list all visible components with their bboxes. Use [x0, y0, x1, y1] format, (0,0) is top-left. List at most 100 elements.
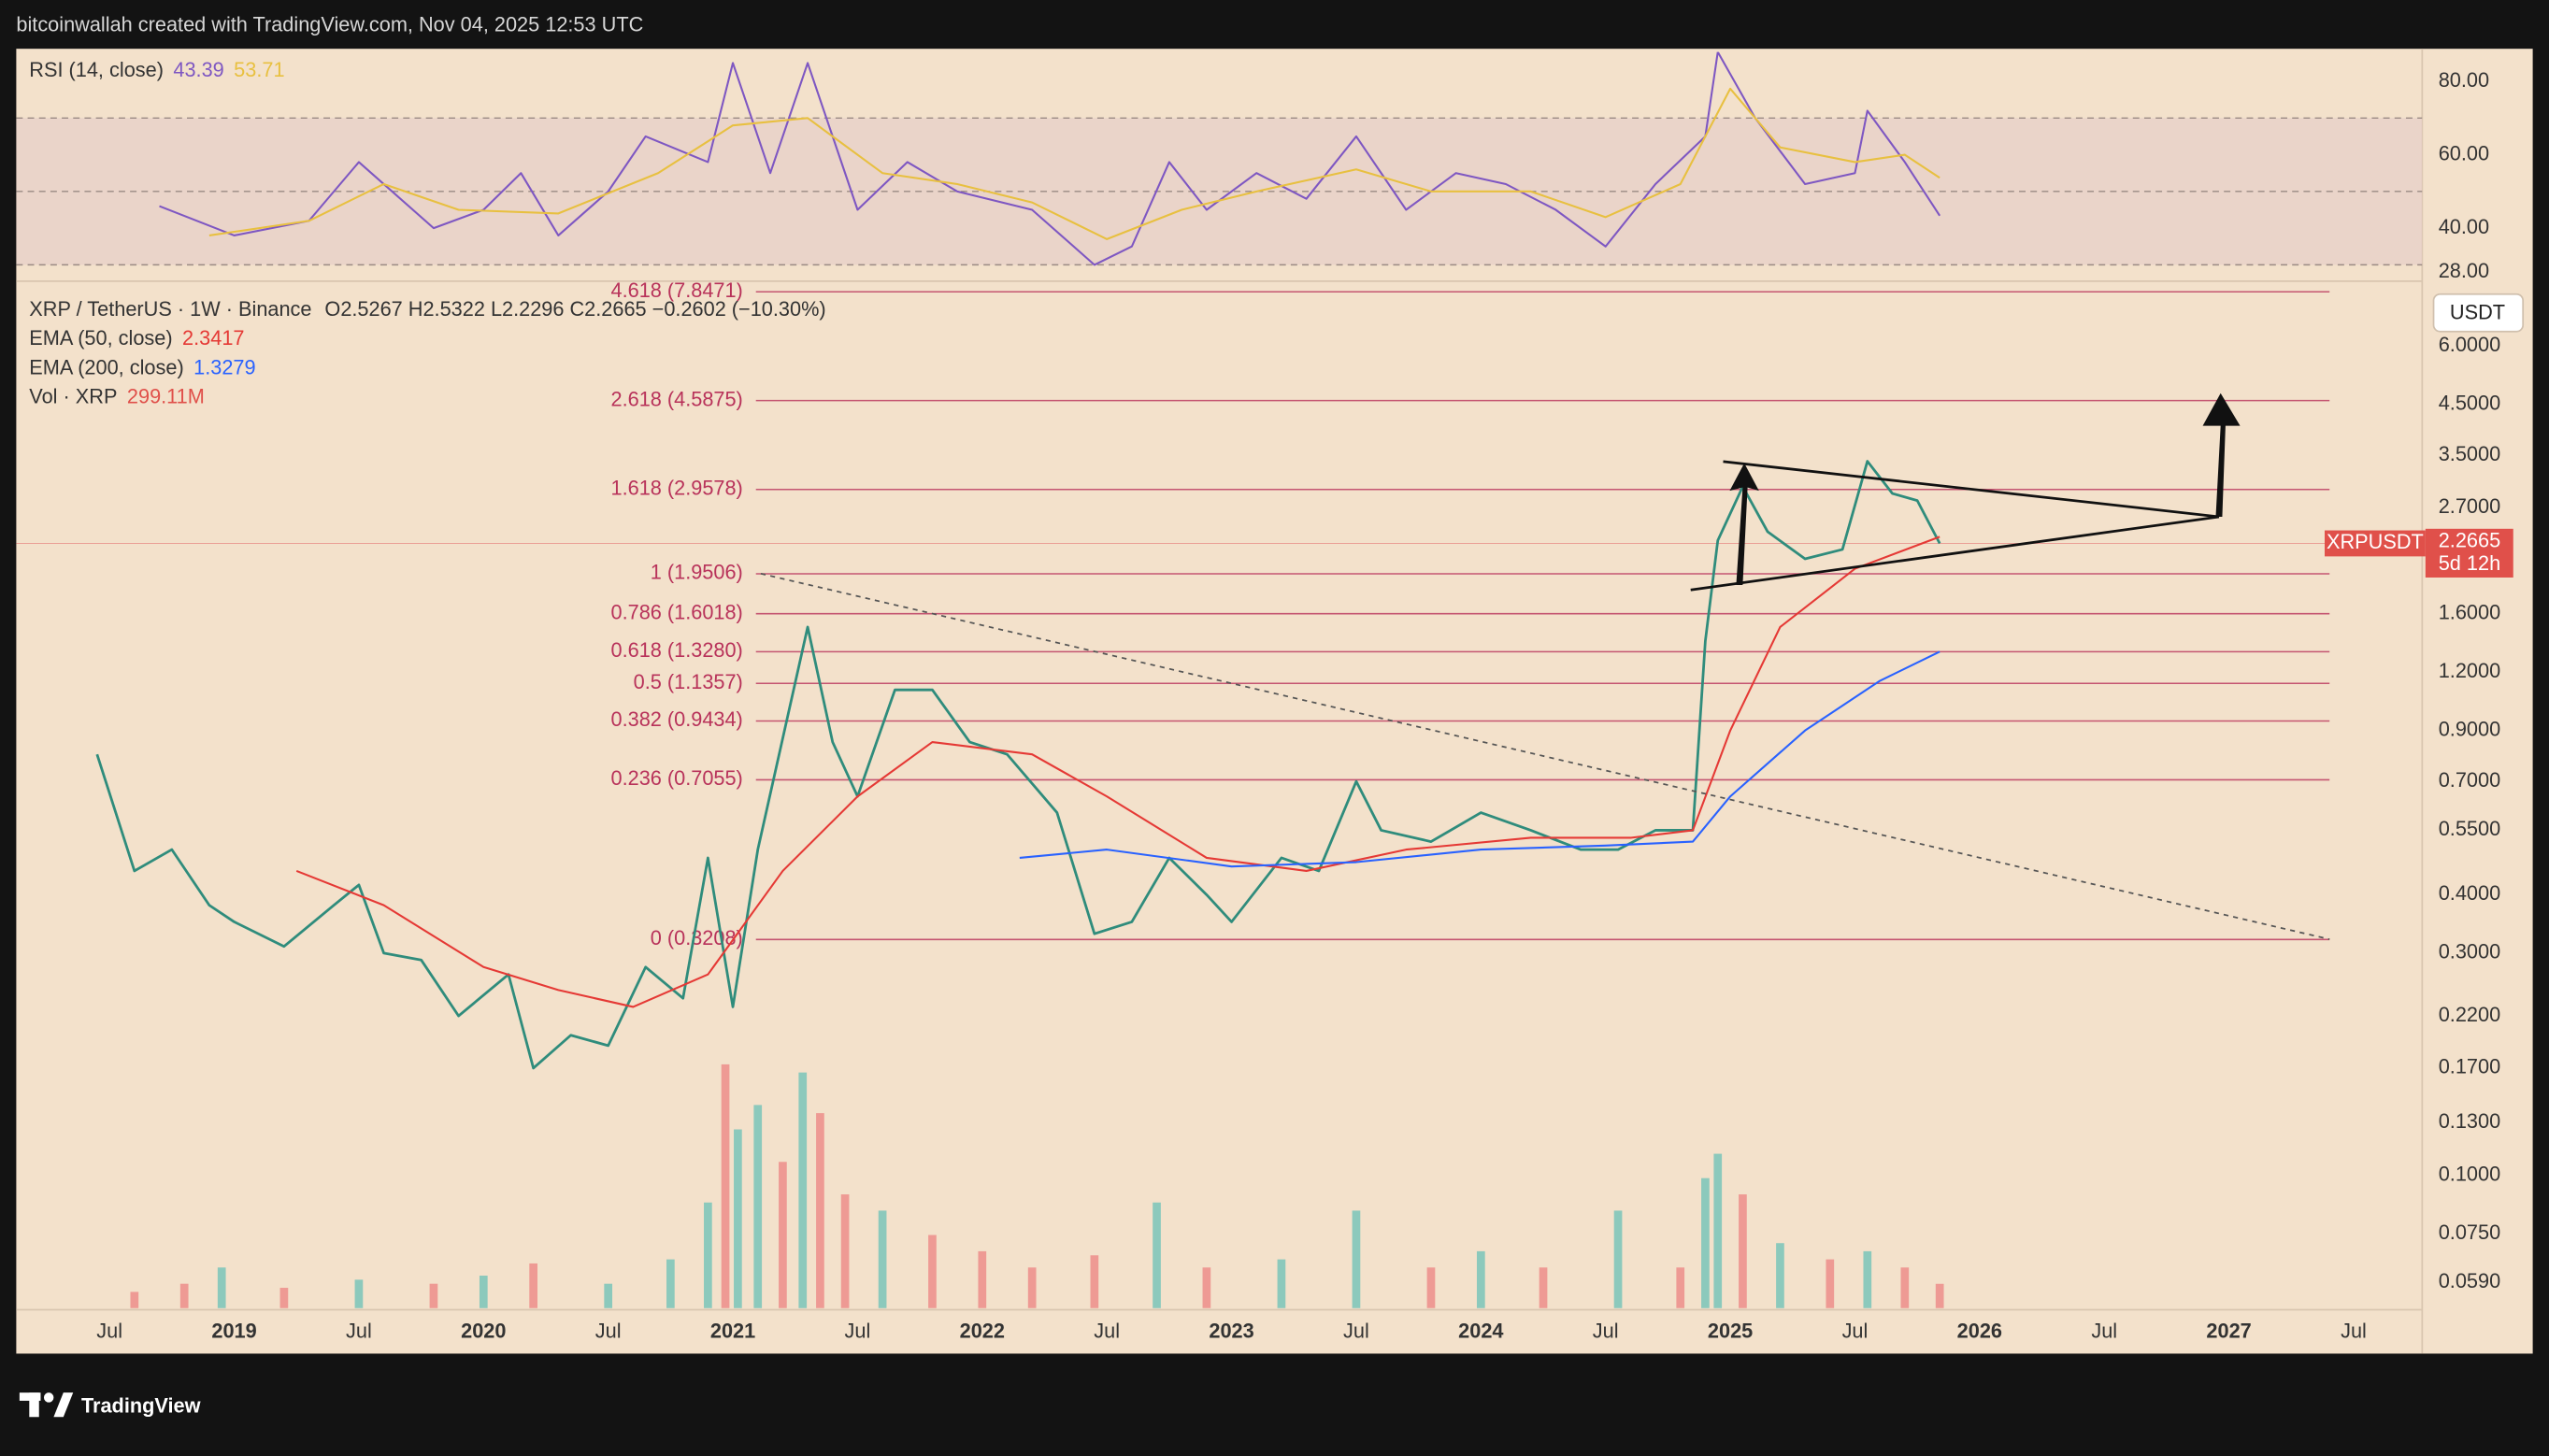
y-tick-label: 0.0590	[2439, 1269, 2500, 1292]
volume-bar	[798, 1072, 808, 1308]
fib-label: 0.382 (0.9434)	[611, 707, 743, 731]
price-tag-value: 2.2665	[2439, 528, 2500, 551]
symbol-tag-text: XRPUSDT	[2327, 530, 2424, 553]
series-line	[208, 87, 1940, 240]
price-pane: 4.618 (7.8471) 2.618 (4.5875) 1.618 (2.957…	[16, 278, 2423, 1308]
series-line	[1019, 650, 1940, 868]
volume-bar	[1739, 1194, 1747, 1308]
volume-bar	[354, 1279, 364, 1308]
fib-label: 0 (0.3208)	[651, 926, 743, 949]
volume-bar	[721, 1063, 730, 1308]
x-tick-label: 2026	[1957, 1320, 2002, 1343]
x-tick-label: Jul	[1094, 1320, 1120, 1343]
x-tick-label: Jul	[1842, 1320, 1869, 1343]
volume-bar	[1776, 1243, 1784, 1308]
x-tick-label: Jul	[845, 1320, 871, 1343]
volume-bar	[279, 1288, 289, 1308]
logo-mark	[43, 1392, 54, 1403]
y-tick-label: 0.1700	[2439, 1055, 2500, 1078]
volume-bar	[1027, 1267, 1037, 1308]
volume-bar	[1613, 1210, 1623, 1308]
volume-bar	[130, 1292, 139, 1308]
fib-label: 0.618 (1.3280)	[611, 638, 743, 662]
volume-bar	[666, 1259, 675, 1308]
volume-bar	[1863, 1250, 1872, 1308]
y-tick-label: 1.6000	[2439, 601, 2500, 624]
y-tick-label: 2.7000	[2439, 494, 2500, 518]
legend-value: 2.3417	[182, 326, 244, 350]
volume-bar	[529, 1263, 537, 1308]
series-line	[295, 535, 1940, 1008]
volume-bar	[1900, 1267, 1910, 1308]
volume-bar	[704, 1202, 712, 1308]
x-tick-label: Jul	[1593, 1320, 1619, 1343]
volume-bar	[1539, 1267, 1548, 1308]
x-tick-label: Jul	[96, 1320, 122, 1343]
y-tick-label: 0.1000	[2439, 1163, 2500, 1186]
y-tick-label: 40.00	[2439, 215, 2489, 238]
triangle-upper	[1723, 460, 2220, 519]
series-line	[159, 51, 1941, 266]
arrow	[1729, 463, 1759, 585]
y-tick-label: 0.4000	[2439, 881, 2500, 905]
x-tick-label: Jul	[1343, 1320, 1369, 1343]
volume-bar	[1090, 1255, 1099, 1308]
volume-bar	[878, 1210, 887, 1308]
y-tick-label: 0.0750	[2439, 1220, 2500, 1244]
volume-bar	[978, 1250, 987, 1308]
volume-bar	[1277, 1259, 1286, 1308]
x-tick-label: 2025	[1708, 1320, 1753, 1343]
logo-mark	[29, 1392, 39, 1418]
y-tick-label: 6.0000	[2439, 333, 2500, 356]
volume-bar	[753, 1105, 763, 1308]
y-tick-label: 0.7000	[2439, 768, 2500, 792]
currency: USDT	[2450, 300, 2505, 323]
x-tick-label: Jul	[2091, 1320, 2117, 1343]
volume-bar	[1676, 1267, 1685, 1308]
x-tick-label: 2024	[1458, 1320, 1503, 1343]
fib-label: 2.618 (4.5875)	[611, 387, 743, 410]
rsi-pane	[16, 51, 2423, 266]
y-tick-label: 0.3000	[2439, 940, 2500, 964]
volume-bar	[1476, 1250, 1485, 1308]
volume-bar	[928, 1235, 937, 1308]
volume-bar	[1713, 1153, 1723, 1308]
fib-label: 0.236 (0.7055)	[611, 766, 743, 790]
arrow	[2202, 393, 2241, 517]
volume-bar	[429, 1283, 438, 1308]
volume-bar	[1701, 1178, 1710, 1308]
volume-bar	[1352, 1210, 1361, 1308]
price-tag	[2425, 528, 2513, 578]
volume-bar	[1426, 1267, 1436, 1308]
volume-bar	[1153, 1202, 1161, 1308]
volume-bar	[734, 1129, 742, 1308]
legend-value: 299.11M	[127, 385, 205, 408]
y-tick-label: 28.00	[2439, 259, 2489, 282]
y-tick-label: 0.9000	[2439, 717, 2500, 740]
legend-value: 43.39	[173, 58, 223, 81]
x-tick-label: 2020	[461, 1320, 506, 1343]
brand: TradingView	[81, 1394, 201, 1418]
fib-label: 0.786 (1.6018)	[611, 600, 743, 623]
rsi-band	[16, 118, 2423, 265]
logo	[19, 1392, 74, 1418]
volume-bar	[840, 1194, 850, 1308]
ohlc: O2.5267 H2.5322 L2.2296 C2.2665 −0.2602 …	[324, 297, 825, 321]
y-tick-label: 0.5500	[2439, 817, 2500, 840]
fib-label: 4.618 (7.8471)	[611, 278, 743, 302]
currency-box	[2432, 293, 2525, 333]
legend-value: 53.71	[234, 58, 284, 81]
x-tick-label: 2027	[2206, 1320, 2251, 1343]
x-tick-label: 2019	[211, 1320, 256, 1343]
fib-label: 1.618 (2.9578)	[611, 476, 743, 499]
y-tick-label: 0.1300	[2439, 1109, 2500, 1133]
volume-bar	[1202, 1267, 1211, 1308]
logo-mark	[53, 1392, 74, 1418]
triangle-lower	[1690, 515, 2220, 592]
x-tick-label: 2022	[960, 1320, 1005, 1343]
legend-name: XRP / TetherUS · 1W · Binance	[29, 297, 311, 321]
legend-name: RSI (14, close)	[29, 58, 164, 81]
volume-bar	[1935, 1283, 1944, 1308]
symbol-tag	[2324, 530, 2426, 557]
